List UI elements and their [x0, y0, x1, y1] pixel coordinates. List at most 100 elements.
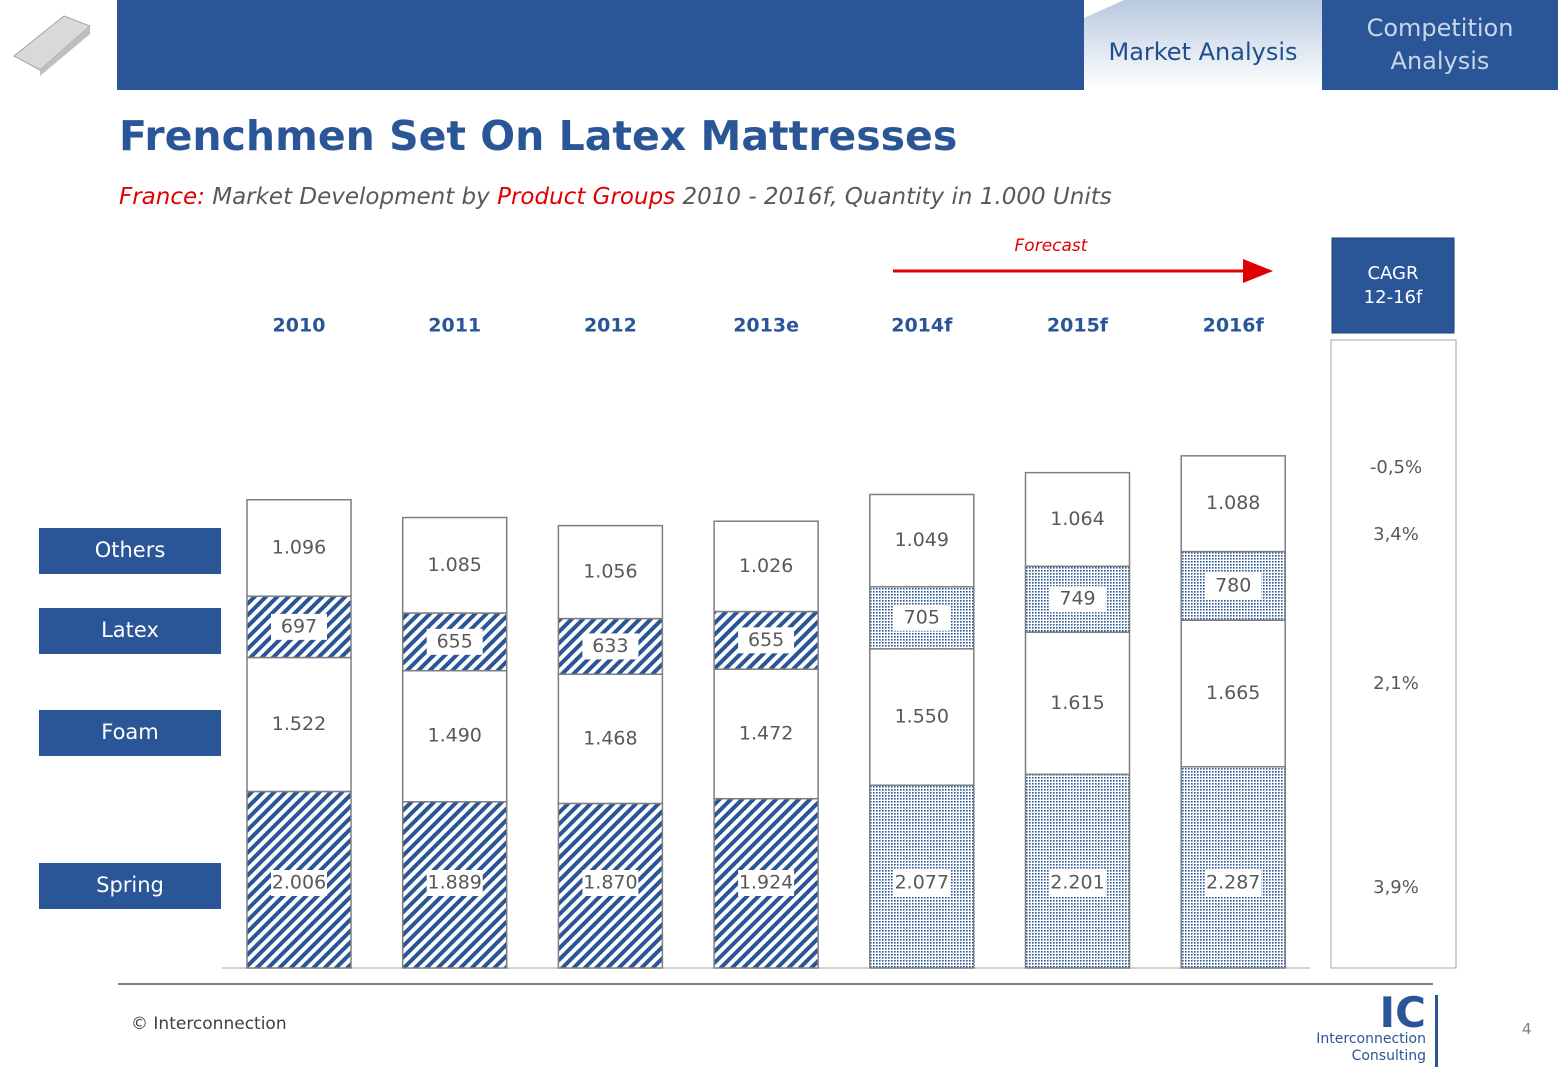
cagr-value: 2,1% [1373, 673, 1419, 694]
x-tick-label: 2016f [1203, 315, 1265, 337]
value-label: 1.049 [895, 529, 949, 551]
legend-box [39, 710, 221, 756]
value-label-bg [1049, 690, 1106, 717]
cagr-panel [1330, 339, 1457, 969]
nav-tab[interactable]: Market Analysis [1084, 0, 1322, 90]
value-label: 705 [904, 606, 940, 628]
cagr-value: -0,5% [1370, 457, 1422, 478]
value-label: 1.924 [739, 872, 793, 894]
value-label: 2.287 [1206, 872, 1260, 894]
value-label: 1.870 [583, 872, 637, 894]
value-label: 2.077 [895, 872, 949, 894]
copyright: © Interconnection [131, 1014, 287, 1034]
value-label: 1.064 [1050, 508, 1104, 530]
value-label: 1.468 [583, 727, 637, 749]
value-label: 1.522 [272, 713, 326, 735]
subtitle-part: Product Groups [497, 184, 676, 210]
value-label: 1.026 [739, 555, 793, 577]
forecast-label: Forecast [1015, 236, 1089, 256]
legend-box [39, 528, 221, 574]
value-label-bg [426, 870, 483, 896]
legend-label: Others [95, 538, 166, 562]
value-label: 1.096 [272, 536, 326, 558]
value-label-bg [582, 725, 639, 752]
subtitle-part: 2010 - 2016f, Quantity in 1.000 Units [682, 184, 1112, 210]
chart-title: Frenchmen Set On Latex Mattresses [119, 112, 958, 160]
value-label-bg [426, 552, 483, 579]
value-label: 633 [592, 635, 628, 657]
value-label: 2.006 [272, 872, 326, 894]
subtitle-part: Market Development by [212, 184, 490, 210]
value-label-bg [582, 633, 639, 660]
value-label-bg [1049, 870, 1106, 896]
value-label-bg [271, 870, 327, 896]
value-label-bg [1205, 572, 1262, 599]
value-label-bg [738, 720, 795, 747]
value-label-bg [893, 870, 950, 896]
value-label: 1.665 [1206, 682, 1260, 704]
value-label-bg [1205, 680, 1262, 707]
chart-subtitle: France: Market Development by Product Gr… [119, 184, 1112, 210]
value-label-bg [426, 628, 483, 655]
x-tick-label: 2012 [584, 315, 637, 337]
logo-mark: IC [1379, 988, 1426, 1037]
legend-box [39, 608, 221, 654]
x-tick-label: 2010 [273, 315, 326, 337]
value-label-bg [893, 704, 950, 731]
value-label: 749 [1059, 588, 1095, 610]
value-label: 2.201 [1050, 872, 1104, 894]
value-label: 655 [437, 630, 473, 652]
value-label-bg [582, 559, 639, 586]
value-label: 697 [281, 615, 317, 637]
value-label-bg [1049, 506, 1106, 533]
cagr-title: CAGR [1367, 263, 1418, 284]
bar-segment [1180, 455, 1286, 553]
value-label-bg [1049, 586, 1106, 613]
cagr-value: 3,9% [1373, 877, 1419, 898]
value-label: 655 [748, 629, 784, 651]
bar-segment [1180, 765, 1286, 969]
logo-text: Consulting [1351, 1048, 1426, 1064]
value-label: 1.615 [1050, 692, 1104, 714]
legend-label: Foam [101, 720, 159, 744]
value-label-bg [426, 723, 483, 750]
logo: IC Interconnection Consulting [1300, 988, 1440, 1070]
value-label-bg [738, 870, 795, 896]
value-label-bg [271, 534, 327, 561]
legend-label: Spring [96, 873, 164, 897]
nav-tab[interactable]: Competition Analysis [1322, 0, 1558, 90]
value-label-bg [1205, 490, 1262, 517]
header-bar [117, 0, 1084, 90]
cagr-subtitle: 12-16f [1364, 287, 1423, 308]
x-tick-label: 2011 [428, 315, 481, 337]
legend-box [39, 863, 221, 909]
logo-text: Interconnection [1316, 1031, 1426, 1047]
footer-line [118, 983, 1433, 985]
subtitle-part: France: [119, 184, 205, 210]
value-label: 780 [1215, 574, 1251, 596]
cagr-header [1331, 237, 1455, 334]
page-number: 4 [1522, 1020, 1532, 1038]
value-label: 1.056 [583, 561, 637, 583]
value-label-bg [1205, 870, 1262, 896]
value-label-bg [738, 627, 795, 654]
value-label-bg [271, 613, 327, 640]
legend-label: Latex [101, 618, 159, 642]
value-label: 1.088 [1206, 492, 1260, 514]
value-label: 1.889 [427, 872, 481, 894]
mattress-icon [13, 15, 91, 76]
value-label-bg [893, 604, 950, 631]
x-tick-label: 2014f [891, 315, 953, 337]
value-label-bg [738, 553, 795, 580]
value-label: 1.085 [427, 554, 481, 576]
value-label: 1.472 [739, 722, 793, 744]
value-label: 1.490 [427, 725, 481, 747]
x-tick-label: 2013e [733, 315, 799, 337]
cagr-value: 3,4% [1373, 524, 1419, 545]
value-label: 1.550 [895, 706, 949, 728]
x-tick-label: 2015f [1047, 315, 1109, 337]
value-label-bg [893, 527, 950, 554]
value-label-bg [582, 870, 639, 896]
